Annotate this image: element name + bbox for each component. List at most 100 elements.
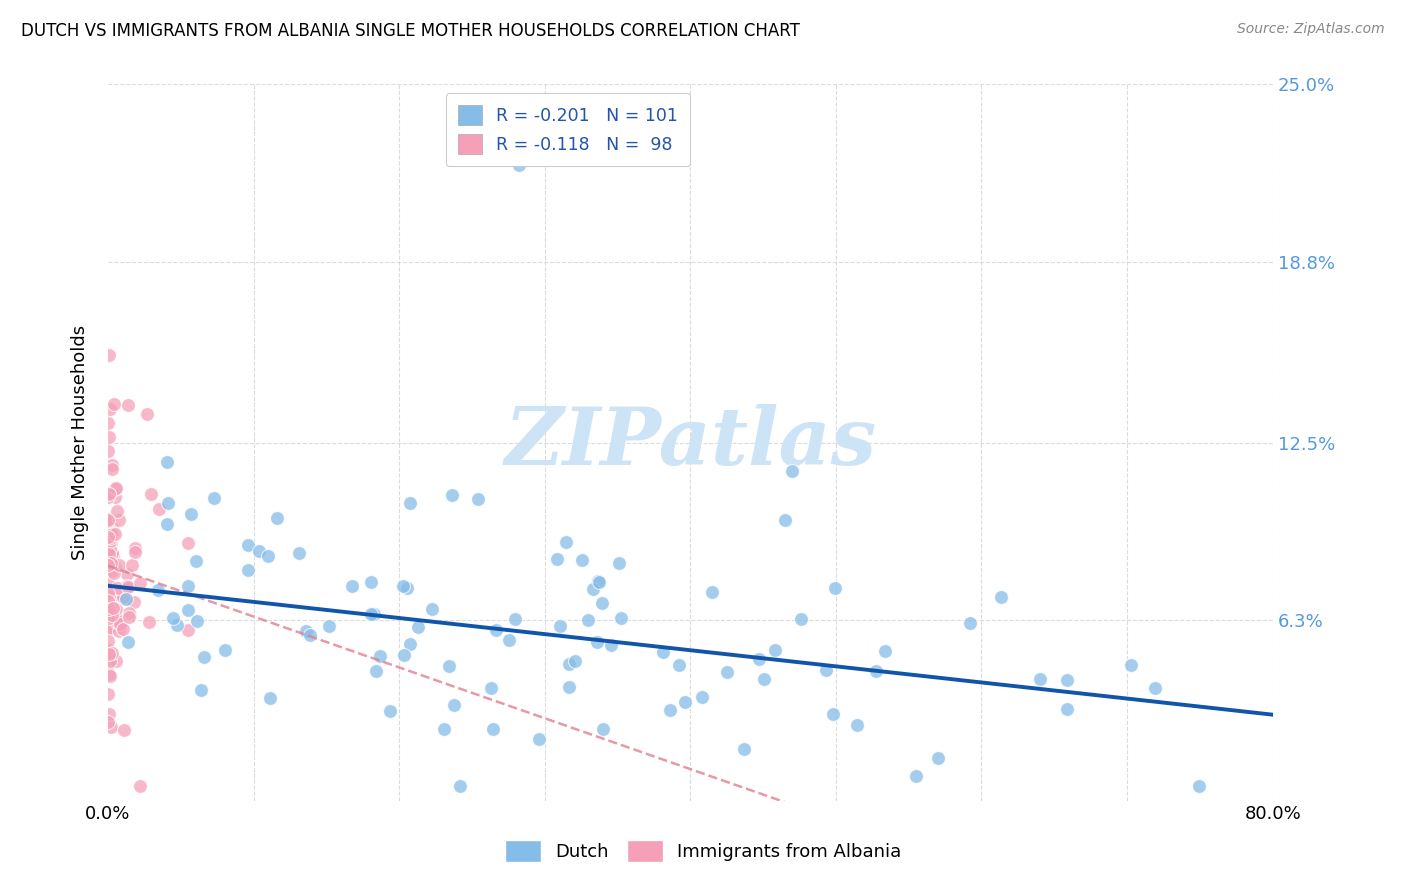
Point <box>124 545 146 559</box>
Point <box>108 513 131 527</box>
Point <box>422 601 444 615</box>
Point <box>117 606 139 620</box>
Point <box>927 751 949 765</box>
Point <box>97 609 120 624</box>
Point <box>117 634 139 648</box>
Point <box>904 769 927 783</box>
Point <box>186 614 208 628</box>
Point <box>104 482 127 496</box>
Point <box>340 579 363 593</box>
Point <box>193 649 215 664</box>
Point <box>105 614 128 628</box>
Point <box>481 722 503 736</box>
Point <box>546 551 568 566</box>
Point <box>101 521 124 535</box>
Text: DUTCH VS IMMIGRANTS FROM ALBANIA SINGLE MOTHER HOUSEHOLDS CORRELATION CHART: DUTCH VS IMMIGRANTS FROM ALBANIA SINGLE … <box>21 22 800 40</box>
Point <box>406 620 429 634</box>
Point <box>564 654 586 668</box>
Point <box>184 554 207 568</box>
Point <box>754 673 776 687</box>
Point <box>156 455 179 469</box>
Point <box>97 348 120 362</box>
Point <box>479 681 502 695</box>
Point <box>98 654 121 668</box>
Point <box>581 582 603 597</box>
Point <box>824 581 846 595</box>
Point <box>156 516 179 531</box>
Point <box>1029 672 1052 686</box>
Point <box>101 646 124 660</box>
Point <box>97 706 120 721</box>
Point <box>548 619 571 633</box>
Point <box>100 721 122 735</box>
Point <box>360 607 382 621</box>
Point <box>111 622 134 636</box>
Point <box>177 603 200 617</box>
Point <box>363 607 385 622</box>
Point <box>97 511 120 525</box>
Point <box>214 643 236 657</box>
Y-axis label: Single Mother Households: Single Mother Households <box>72 325 89 560</box>
Point <box>97 490 120 504</box>
Point <box>668 658 690 673</box>
Point <box>105 587 128 601</box>
Point <box>101 546 124 560</box>
Point <box>1121 657 1143 672</box>
Point <box>366 665 388 679</box>
Point <box>190 682 212 697</box>
Point <box>105 504 128 518</box>
Point <box>129 779 152 793</box>
Point <box>659 703 682 717</box>
Point <box>97 634 120 648</box>
Point <box>97 666 120 681</box>
Point <box>177 536 200 550</box>
Point <box>529 731 551 746</box>
Point <box>558 680 581 694</box>
Point <box>484 623 506 637</box>
Point <box>108 617 131 632</box>
Point <box>1188 779 1211 793</box>
Point <box>114 592 136 607</box>
Point <box>180 507 202 521</box>
Point <box>104 482 127 496</box>
Point <box>690 690 713 704</box>
Point <box>104 526 127 541</box>
Point <box>318 618 340 632</box>
Point <box>257 549 280 563</box>
Point <box>117 398 139 412</box>
Point <box>1056 701 1078 715</box>
Point <box>97 602 120 616</box>
Point <box>97 430 120 444</box>
Point <box>392 579 415 593</box>
Point <box>98 541 121 556</box>
Point <box>98 647 121 661</box>
Point <box>508 158 530 172</box>
Point <box>101 600 124 615</box>
Point <box>136 407 159 421</box>
Point <box>394 648 416 662</box>
Point <box>97 653 120 667</box>
Point <box>294 624 316 639</box>
Text: ZIPatlas: ZIPatlas <box>505 404 876 482</box>
Point <box>101 462 124 476</box>
Point <box>716 665 738 680</box>
Point <box>443 698 465 712</box>
Point <box>586 574 609 588</box>
Point <box>97 513 120 527</box>
Point <box>433 723 456 737</box>
Point <box>111 591 134 605</box>
Point <box>368 648 391 663</box>
Point <box>673 695 696 709</box>
Point <box>97 586 120 600</box>
Point <box>959 615 981 630</box>
Point <box>97 642 120 657</box>
Point <box>652 645 675 659</box>
Point <box>166 618 188 632</box>
Point <box>588 575 610 590</box>
Point <box>97 595 120 609</box>
Point <box>115 581 138 595</box>
Point <box>609 557 631 571</box>
Point <box>101 549 124 563</box>
Point <box>98 669 121 683</box>
Point <box>97 548 120 562</box>
